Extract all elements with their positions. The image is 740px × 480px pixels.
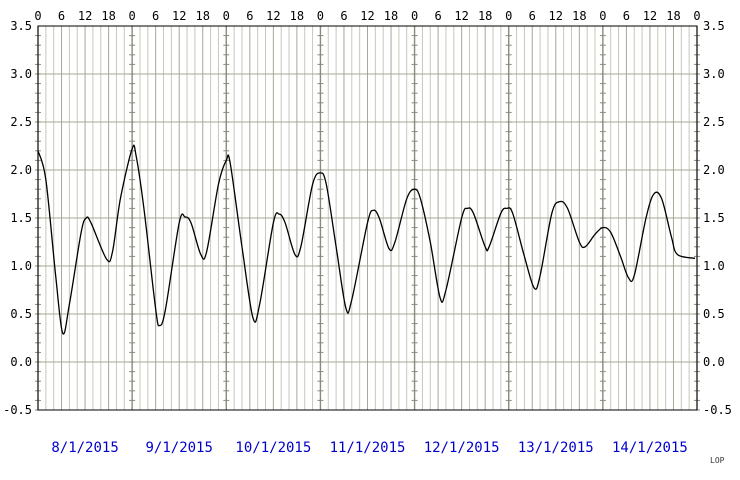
x-hour-tick-label: 0 [411, 9, 418, 23]
y-axis-labels-right: 3.5 3.0 2.5 2.0 1.5 1.0 0.5 0.0 -0.5 [703, 19, 732, 417]
series-line [37, 144, 696, 335]
y-tick-label-left: 3.0 [10, 67, 32, 81]
y-tick-label-left: -0.5 [3, 403, 32, 417]
x-hour-tick-label: 12 [454, 9, 468, 23]
x-hour-tick-label: 18 [478, 9, 492, 23]
y-tick-label-left: 0.0 [10, 355, 32, 369]
x-hour-tick-label: 12 [78, 9, 92, 23]
x-hour-tick-label: 0 [505, 9, 512, 23]
x-hour-tick-label: 6 [623, 9, 630, 23]
y-tick-label-left: 1.0 [10, 259, 32, 273]
x-hour-tick-label: 6 [246, 9, 253, 23]
x-date-labels: 8/1/2015 9/1/2015 10/1/2015 11/1/2015 12/1/2… [51, 440, 688, 456]
y-tick-label-right: 3.0 [703, 67, 725, 81]
y-tick-label-right: 2.5 [703, 115, 725, 129]
x-date-label: 14/1/2015 [612, 440, 688, 456]
x-hour-tick-label: 18 [196, 9, 210, 23]
x-hour-tick-label: 6 [529, 9, 536, 23]
x-hour-tick-label: 0 [693, 9, 700, 23]
y-tick-label-right: -0.5 [703, 403, 732, 417]
x-hour-tick-label: 0 [317, 9, 324, 23]
x-date-label: 8/1/2015 [51, 440, 118, 456]
x-hour-tick-label: 0 [129, 9, 136, 23]
plot-frame [37, 25, 698, 411]
y-tick-label-left: 0.5 [10, 307, 32, 321]
x-hour-tick-label: 18 [101, 9, 115, 23]
x-date-label: 12/1/2015 [424, 440, 500, 456]
x-date-label: 13/1/2015 [518, 440, 594, 456]
x-hour-tick-label: 18 [666, 9, 680, 23]
x-hour-tick-label: 12 [549, 9, 563, 23]
x-hour-tick-label: 12 [172, 9, 186, 23]
x-date-label: 11/1/2015 [330, 440, 406, 456]
y-tick-label-left: 3.5 [10, 19, 32, 33]
x-date-label: 9/1/2015 [145, 440, 212, 456]
y-tick-label-right: 0.5 [703, 307, 725, 321]
x-hour-tick-label: 18 [384, 9, 398, 23]
x-hour-tick-label: 0 [223, 9, 230, 23]
x-hour-labels-top: 0 6 12 18 0 6 12 18 0 6 12 18 0 6 12 18 0 6 12 18 0 6 12 18 0 6 12… [34, 9, 700, 23]
x-hour-tick-label: 12 [360, 9, 374, 23]
y-tick-label-right: 0.0 [703, 355, 725, 369]
y-tick-label-right: 3.5 [703, 19, 725, 33]
x-hour-tick-label: 6 [58, 9, 65, 23]
x-hour-tick-label: 18 [290, 9, 304, 23]
x-hour-tick-label: 6 [340, 9, 347, 23]
y-tick-label-right: 2.0 [703, 163, 725, 177]
credit-label: LOP [710, 456, 725, 465]
x-date-label: 10/1/2015 [235, 440, 311, 456]
y-tick-label-right: 1.5 [703, 211, 725, 225]
y-axis-labels-left: 3.5 3.0 2.5 2.0 1.5 1.0 0.5 0.0 -0.5 [3, 19, 32, 417]
x-hour-tick-label: 6 [152, 9, 159, 23]
x-hour-tick-label: 18 [572, 9, 586, 23]
x-hour-tick-label: 12 [643, 9, 657, 23]
x-hour-tick-label: 0 [599, 9, 606, 23]
y-tick-label-left: 2.0 [10, 163, 32, 177]
x-hour-tick-label: 6 [434, 9, 441, 23]
y-tick-label-right: 1.0 [703, 259, 725, 273]
y-tick-label-left: 2.5 [10, 115, 32, 129]
chart-grid [35, 25, 700, 411]
y-tick-label-left: 1.5 [10, 211, 32, 225]
x-hour-tick-label: 12 [266, 9, 280, 23]
x-hour-tick-label: 0 [34, 9, 41, 23]
